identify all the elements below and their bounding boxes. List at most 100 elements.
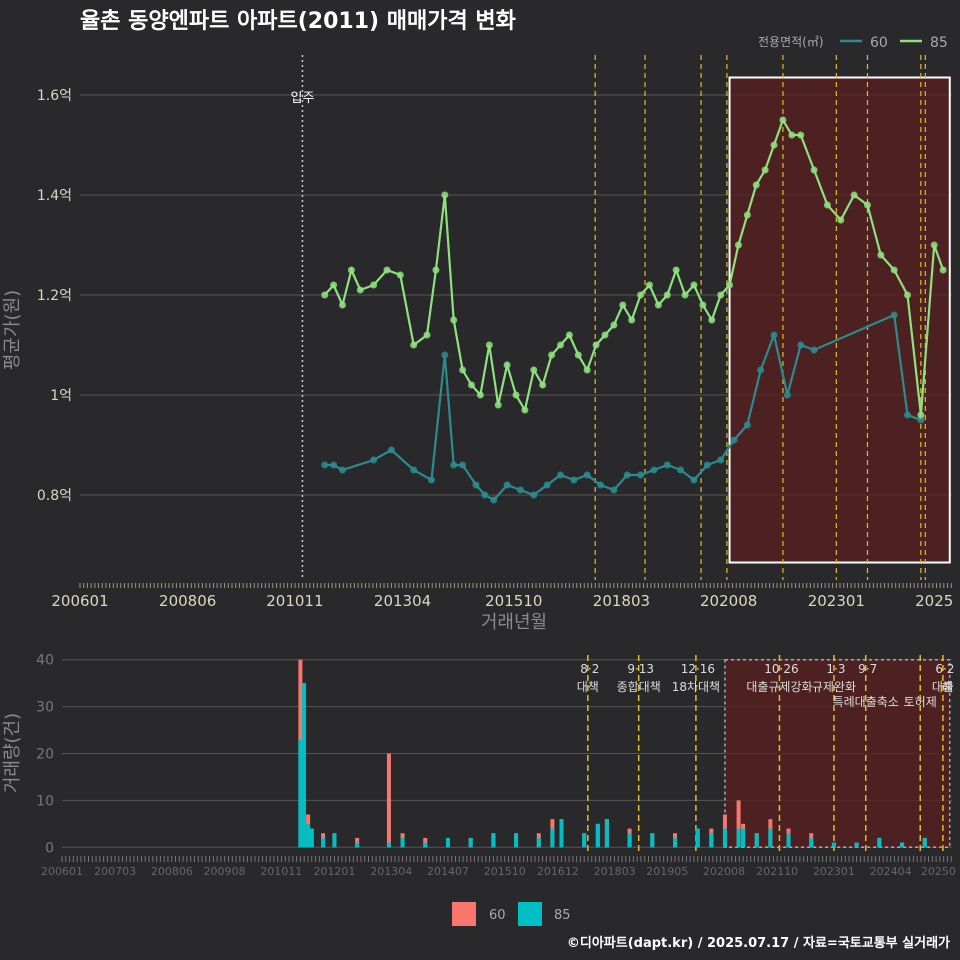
bar-85 [550,828,555,848]
data-point-85 [752,181,760,189]
data-point-60 [387,446,395,454]
price-y-tick-label: 1.4억 [37,188,72,204]
bar-85 [582,833,587,848]
data-point-60 [427,476,435,484]
data-point-60 [890,311,898,319]
data-point-85 [637,291,645,299]
bar-85 [298,739,303,848]
bar-85 [722,828,727,848]
data-point-85 [837,216,845,224]
bar-85 [306,823,311,848]
volume-x-tick-label: 202008 [703,865,745,878]
data-point-60 [717,456,725,464]
data-point-85 [663,291,671,299]
data-point-85 [512,391,520,399]
price-y-tick-label: 0.8억 [37,488,72,504]
policy-date: 9·7 [858,662,877,676]
volume-chart: 0102030408·2대책9·13종합대책12·1618차대책10·26대출규… [36,653,956,878]
data-point-60 [810,346,818,354]
data-point-60 [690,476,698,484]
data-point-85 [761,166,769,174]
volume-x-tick-label: 202301 [813,865,855,878]
volume-x-tick-label: 202110 [756,865,798,878]
data-point-60 [490,496,498,504]
volume-x-tick-label: 201510 [484,865,526,878]
policy-label: 대출규제강화 [746,680,812,694]
data-point-60 [481,491,489,499]
policy-label: 특례대출축소 [833,695,899,709]
data-point-85 [370,281,378,289]
price-x-tick-label: 200601 [51,592,108,610]
legend-bar-swatch-85 [518,902,542,926]
volume-x-tick-label: 201011 [260,865,302,878]
data-point-60 [556,471,564,479]
data-point-85 [450,316,458,324]
bar-85 [877,837,882,848]
data-point-60 [783,391,791,399]
price-y-tick-label: 1.6억 [37,88,72,104]
footer-credit: ©디아파트(dapt.kr) / 2025.07.17 / 자료=국토교통부 실… [567,935,950,951]
data-point-60 [663,461,671,469]
data-point-85 [628,316,636,324]
legend-label-60: 60 [870,35,888,51]
bar-85 [809,837,814,848]
bar-85 [741,828,746,848]
data-point-85 [797,131,805,139]
data-point-85 [877,251,885,259]
data-point-85 [494,401,502,409]
data-point-85 [726,281,734,289]
volume-x-tick-label: 201407 [427,865,469,878]
data-point-85 [770,141,778,149]
data-point-85 [939,266,947,274]
bar-85 [854,842,859,848]
data-point-85 [917,411,925,419]
data-point-85 [574,351,582,359]
move-in-label: 입주 [290,91,314,106]
legend-bar-label-60: 60 [489,908,506,923]
policy-label: 대책 [577,679,599,694]
volume-x-tick-label: 200806 [151,865,193,878]
policy-label: 규제완화 [812,680,856,694]
data-point-85 [930,241,938,249]
price-x-axis-label: 거래년월 [481,612,547,633]
data-point-60 [543,481,551,489]
price-x-tick-label: 201803 [593,592,650,610]
chart-title: 율촌 동양엔파트 아파트(2011) 매매가격 변화 [80,9,516,34]
data-point-60 [472,481,480,489]
data-point-60 [321,461,329,469]
price-x-tick-label: 201304 [374,592,431,610]
bar-85 [400,837,405,848]
data-point-85 [410,341,418,349]
volume-x-tick-label: 201304 [370,865,412,878]
price-x-tick-label: 200806 [159,592,216,610]
data-point-60 [459,461,467,469]
price-y-axis-label: 평균가(원) [2,290,23,370]
data-point-85 [734,241,742,249]
data-point-60 [797,341,805,349]
volume-x-tick-label: 201803 [594,865,636,878]
bar-85 [491,833,496,848]
bar-85 [604,819,609,848]
policy-label: 18차대책 [672,679,720,694]
data-point-60 [770,331,778,339]
policy-label: 토허제 [904,695,937,709]
data-point-85 [321,291,329,299]
legend-bar-swatch-60 [452,902,476,926]
bar-60 [736,800,741,848]
data-point-85 [383,266,391,274]
policy-date: 9·13 [627,662,654,676]
bar-85 [709,833,714,848]
data-point-60 [650,466,658,474]
data-point-60 [570,476,578,484]
policy-label: 종합대책 [617,679,661,694]
bar-85 [559,819,564,848]
data-point-85 [441,191,449,199]
data-point-60 [610,486,618,494]
bar-85 [595,823,600,848]
volume-y-tick-label: 40 [36,653,54,669]
volume-x-tick-label: 200908 [204,865,246,878]
data-point-60 [637,471,645,479]
legend-bottom: 60 85 [452,902,571,926]
policy-label: 대출 [932,680,954,694]
